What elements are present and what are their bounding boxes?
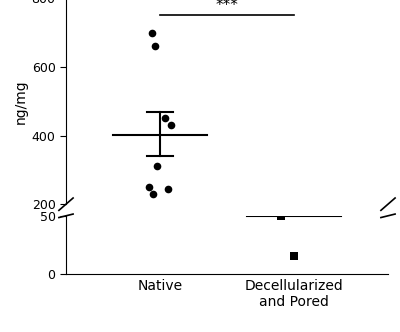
Y-axis label: ng/mg: ng/mg bbox=[13, 79, 27, 124]
Text: ***: *** bbox=[216, 0, 238, 13]
